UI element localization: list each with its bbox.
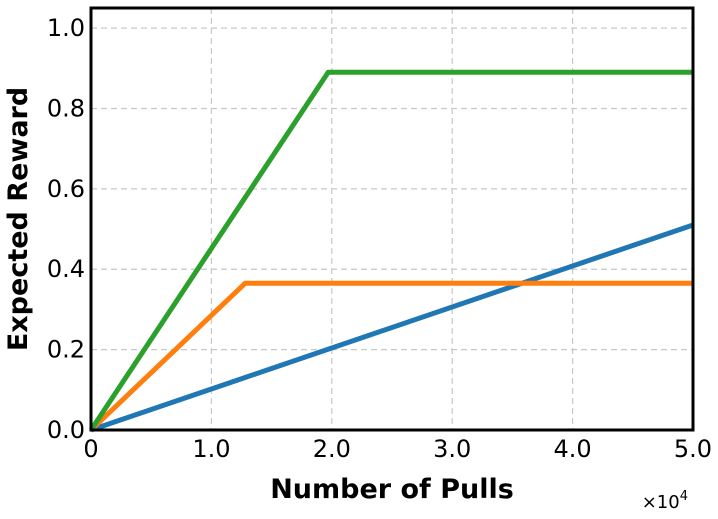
x-tick-label: 1.0	[192, 435, 230, 463]
y-axis-label: Expected Reward	[3, 87, 34, 351]
x-tick-label: 4.0	[554, 435, 592, 463]
x-multiplier-exponent: 4	[680, 489, 688, 504]
grid	[91, 8, 693, 430]
y-tick-label: 1.0	[47, 14, 85, 42]
y-tick-label: 0.2	[47, 336, 85, 364]
series-line-1	[90, 222, 694, 433]
y-tick-label: 0.8	[47, 94, 85, 122]
y-tick-label: 0.6	[47, 175, 85, 203]
y-tick-label: 0.0	[47, 416, 85, 444]
series-group	[88, 69, 694, 433]
plot-frame	[89, 6, 695, 432]
x-multiplier-base: ×10	[642, 492, 680, 513]
x-tick-label: 0	[83, 435, 98, 463]
x-tick-label: 2.0	[313, 435, 351, 463]
x-tick-label: 3.0	[433, 435, 471, 463]
series-line-3	[88, 69, 693, 432]
y-tick-label: 0.4	[47, 255, 85, 283]
series-line-2	[89, 280, 693, 432]
x-axis-multiplier: ×104	[642, 489, 688, 513]
x-tick-label: 5.0	[674, 435, 712, 463]
x-axis-label: Number of Pulls	[270, 474, 514, 505]
tick-labels: 0 1.0 2.0 3.0 4.0 5.0 0.0 0.2 0.4 0.6 0.8 1.0	[47, 14, 712, 463]
